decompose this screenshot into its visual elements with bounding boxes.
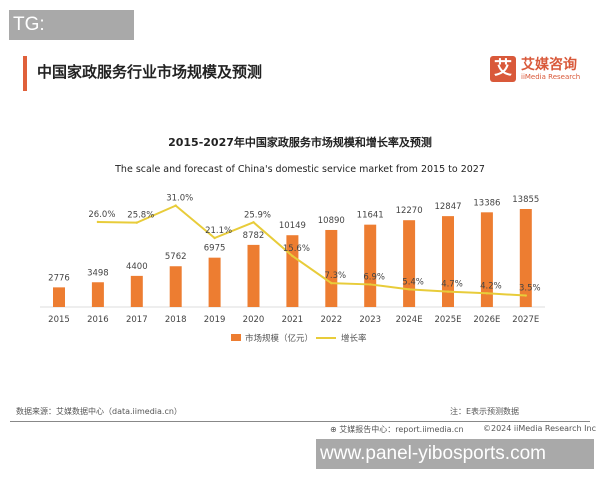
bar-value-label: 10890 (318, 216, 345, 226)
growth-rate-label: 21.1% (205, 226, 232, 236)
x-tick-label: 2020 (243, 315, 265, 325)
chart-subtitle: The scale and forecast of China's domest… (114, 164, 485, 175)
x-tick-label: 2024E (396, 315, 423, 325)
growth-rate-label: 5.4% (402, 277, 424, 287)
forecast-note: 注：E表示预测数据 (450, 407, 520, 416)
bar (130, 275, 143, 307)
bar-value-label: 13386 (473, 198, 500, 208)
growth-rate-label: 3.5% (519, 284, 541, 294)
bar (403, 220, 416, 307)
bar (480, 212, 493, 307)
bar (364, 224, 377, 307)
legend-bar-label: 市场规模（亿元） (245, 333, 313, 344)
growth-rate-point (369, 283, 372, 286)
globe-icon: ⊕ (330, 425, 340, 434)
bar-value-label: 3498 (87, 268, 109, 278)
source-note: 数据来源：艾媒数据中心（data.iimedia.cn） (16, 407, 182, 416)
bar (519, 209, 532, 307)
bar-value-label: 6975 (204, 244, 226, 254)
page-title: 中国家政服务行业市场规模及预测 (37, 63, 263, 81)
growth-rate-label: 31.0% (166, 194, 193, 204)
bar (53, 287, 65, 307)
growth-rate-point (524, 294, 527, 297)
x-tick-label: 2026E (473, 315, 500, 325)
report-link[interactable]: 艾媒报告中心：report.iimedia.cn (339, 425, 464, 434)
x-tick-label: 2015 (48, 315, 70, 325)
footer-divider (10, 421, 590, 422)
x-tick-label: 2018 (165, 315, 187, 325)
growth-rate-label: 6.9% (363, 272, 385, 282)
bar (208, 257, 221, 307)
growth-rate-point (213, 236, 216, 240)
imedia-logo: 艾 艾媒咨询 iiMedia Research (490, 56, 580, 82)
logo-icon: 艾 (490, 56, 516, 82)
growth-rate-point (291, 254, 294, 258)
x-tick-label: 2016 (87, 315, 109, 325)
bar (442, 216, 454, 307)
x-tick-label: 2021 (282, 315, 304, 325)
bar-value-label: 12847 (434, 202, 461, 212)
growth-rate-label: 25.8% (127, 211, 154, 221)
bar (91, 282, 104, 307)
watermark-bottom: www.panel-yibosports.com (316, 439, 594, 469)
growth-rate-label: 7.3% (324, 271, 346, 281)
copyright: ©2024 iiMedia Research Inc (483, 424, 596, 433)
bar (325, 229, 338, 307)
bar-value-label: 12270 (396, 206, 423, 216)
x-tick-label: 2027E (512, 315, 539, 325)
x-tick-label: 2025E (434, 315, 461, 325)
logo-en: iiMedia Research (521, 72, 581, 81)
legend-bar-swatch (231, 334, 241, 341)
growth-rate-point (96, 220, 100, 224)
growth-rate-point (330, 281, 333, 285)
growth-rate-point (485, 292, 489, 295)
x-tick-label: 2017 (126, 315, 148, 325)
bar-value-label: 8782 (243, 231, 265, 241)
chart-title: 2015-2027年中国家政服务市场规模和增长率及预测 (168, 135, 432, 149)
x-tick-label: 2022 (320, 315, 342, 325)
bar-value-label: 2776 (48, 273, 70, 283)
growth-rate-label: 4.2% (480, 281, 502, 291)
growth-rate-point (252, 221, 255, 224)
x-tick-label: 2019 (204, 315, 226, 325)
report-center: ⊕ 艾媒报告中心：report.iimedia.cn (330, 424, 464, 435)
bar-value-label: 4400 (126, 262, 148, 272)
x-tick-label: 2023 (359, 315, 381, 325)
growth-rate-point (135, 221, 138, 224)
bar-value-label: 5762 (165, 252, 187, 262)
growth-rate-label: 15.6% (283, 244, 310, 254)
growth-rate-line (97, 204, 526, 297)
legend-line-label: 增长率 (341, 333, 367, 344)
bar-value-label: 13855 (512, 195, 539, 205)
growth-rate-label: 26.0% (88, 210, 115, 220)
growth-rate-point (407, 288, 411, 291)
legend: 市场规模（亿元） 增长率 (231, 333, 367, 344)
growth-rate-label: 4.7% (441, 280, 463, 290)
watermark-top: TG: MYYJJPP (9, 10, 134, 65)
bar (169, 266, 182, 307)
growth-rate-point (446, 290, 450, 293)
chart: 2015-2027年中国家政服务市场规模和增长率及预测 The scale an… (40, 135, 545, 344)
growth-rate-label: 25.9% (244, 210, 271, 220)
bar-value-label: 11641 (357, 211, 384, 221)
growth-rate-point (174, 204, 177, 207)
bar (247, 244, 260, 307)
logo-cn: 艾媒咨询 (521, 56, 577, 73)
bar-value-label: 10149 (279, 221, 306, 231)
title-accent-bar (23, 56, 27, 91)
